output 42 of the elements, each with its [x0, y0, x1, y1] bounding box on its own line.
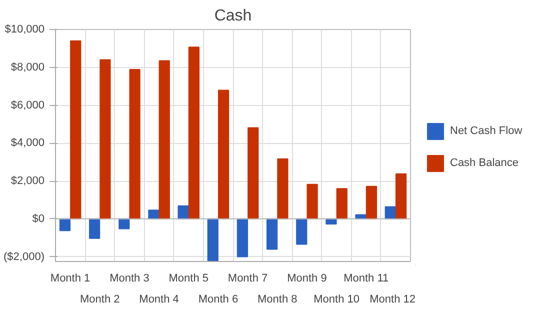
bar: [100, 59, 111, 220]
x-tick-label: Month 7: [228, 272, 268, 284]
bar: [148, 210, 160, 220]
x-tick-label: Month 2: [80, 294, 120, 306]
bar: [266, 218, 278, 250]
y-tick-label: ($2,000): [4, 250, 45, 263]
bar: [296, 218, 308, 245]
bar: [178, 205, 189, 220]
bar: [277, 158, 288, 220]
chart-title: Cash: [214, 8, 252, 24]
bar: [188, 46, 200, 220]
bar: [129, 68, 140, 220]
legend-label: Net Cash Flow: [450, 125, 522, 137]
bar: [158, 60, 170, 220]
y-tick-label: $6,000: [10, 99, 45, 112]
x-tick-label: Month 12: [370, 294, 416, 306]
bar: [70, 40, 82, 220]
bar: [306, 184, 318, 220]
y-tick-label: $4,000: [10, 137, 45, 150]
legend-label: Cash Balance: [450, 157, 518, 169]
bar: [236, 218, 248, 258]
bar: [366, 186, 378, 220]
x-tick-label: Month 9: [287, 272, 327, 284]
bar: [88, 218, 100, 239]
bar: [248, 127, 259, 220]
x-tick-label: Month 11: [344, 272, 389, 284]
x-tick-label: Month 10: [314, 294, 360, 306]
bar: [395, 173, 407, 220]
y-tick-label: $0: [32, 212, 45, 225]
bar: [218, 90, 230, 220]
bar: [207, 218, 218, 262]
bar: [336, 188, 348, 220]
x-tick-label: Month 1: [50, 272, 90, 284]
y-tick-label: $2,000: [10, 175, 45, 188]
x-tick-label: Month 3: [110, 272, 150, 284]
x-tick-label: Month 8: [258, 294, 298, 306]
x-tick-label: Month 5: [168, 272, 208, 284]
y-tick-label: $8,000: [10, 61, 45, 74]
x-tick-label: Month 6: [198, 294, 238, 306]
y-tick-label: $10,000: [4, 24, 45, 36]
bar: [59, 218, 71, 232]
x-tick-label: Month 4: [139, 294, 179, 306]
